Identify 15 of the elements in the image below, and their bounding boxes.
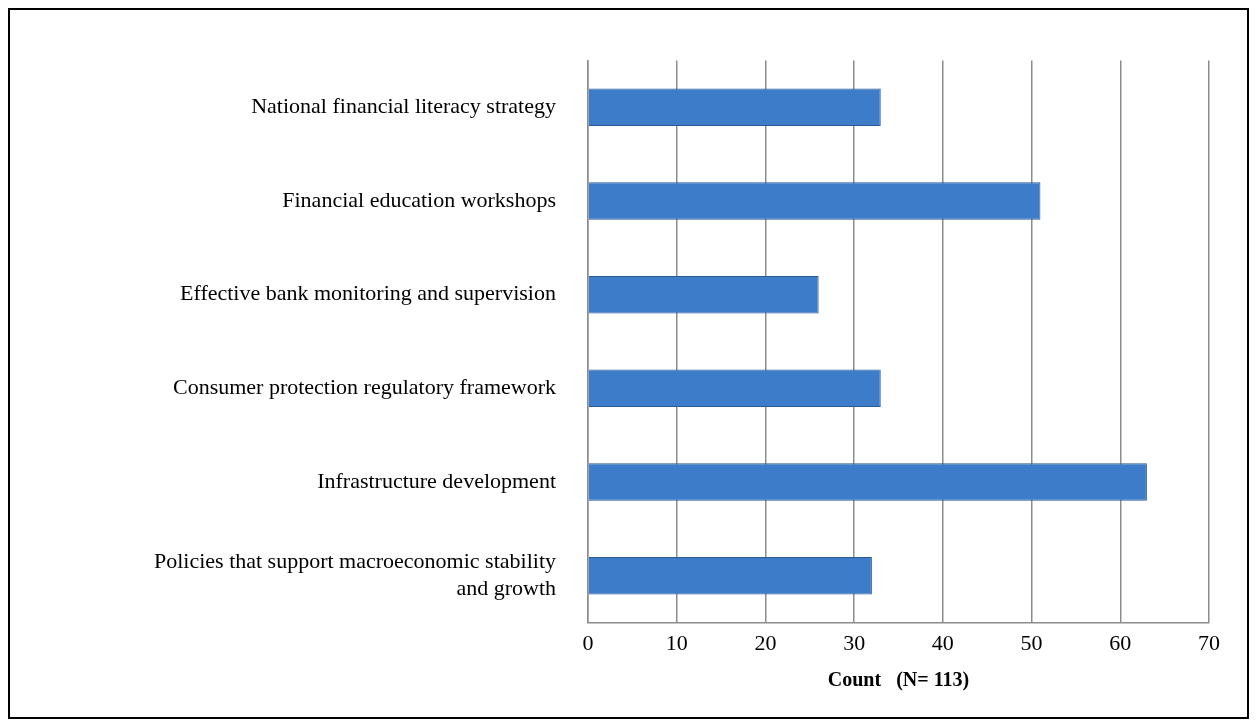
- y-tick-label: Effective bank monitoring and supervision: [180, 280, 556, 306]
- x-tick-label: 70: [1198, 629, 1220, 655]
- x-tick-label: 20: [754, 629, 777, 655]
- y-tick-label: National financial literacy strategy: [251, 93, 556, 119]
- x-tick-label: 10: [665, 629, 688, 655]
- x-tick-label: 60: [1109, 629, 1132, 655]
- x-tick-label: 40: [931, 629, 954, 655]
- x-tick-label: 0: [582, 629, 594, 655]
- y-tick-label: Consumer protection regulatory framework: [172, 374, 556, 400]
- x-tick-label: 30: [843, 629, 866, 655]
- y-tick-label: Infrastructure development: [317, 467, 556, 493]
- y-tick-label: Policies that support macroeconomic stability and growth: [153, 548, 556, 600]
- x-tick-label: 50: [1020, 629, 1043, 655]
- y-tick-label: Financial education workshops: [282, 186, 556, 212]
- x-axis-title: Count (N= 113): [827, 668, 970, 692]
